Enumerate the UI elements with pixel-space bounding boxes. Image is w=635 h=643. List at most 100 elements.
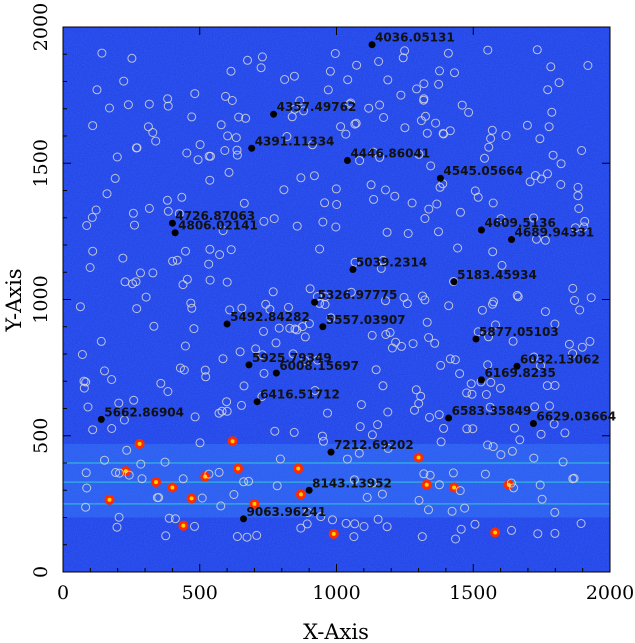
detection-circle — [190, 521, 199, 531]
detection-circle — [226, 66, 236, 76]
line-dot — [245, 361, 253, 369]
detection-circle — [222, 277, 232, 287]
detection-circle — [457, 100, 467, 110]
detection-circle — [256, 63, 266, 73]
detection-circle — [162, 195, 172, 205]
detection-circle — [350, 519, 360, 529]
line-dot — [327, 448, 335, 456]
x-tick-label: 1500 — [449, 582, 497, 604]
detection-circle — [550, 319, 560, 329]
detection-circle — [197, 493, 207, 503]
detection-circle — [355, 156, 365, 166]
detection-circle — [530, 171, 540, 180]
line-label: 4036.05131 — [375, 31, 455, 45]
detection-circle — [400, 123, 410, 133]
detection-circle — [131, 143, 141, 153]
detection-circle — [477, 305, 487, 315]
line-dot — [97, 415, 105, 423]
line-dot — [272, 369, 280, 377]
detection-circle — [204, 259, 214, 269]
detection-circle — [381, 330, 391, 339]
detection-circle — [486, 134, 496, 143]
detection-circle — [156, 378, 166, 388]
detection-circle — [186, 298, 196, 308]
detection-circle — [222, 406, 232, 416]
detection-circle — [556, 180, 566, 189]
detection-circle — [515, 435, 525, 445]
detection-circle — [129, 395, 139, 405]
detection-circle — [214, 408, 224, 418]
detection-circle — [187, 112, 197, 122]
detection-circle — [239, 381, 249, 391]
line-label: 6169.8235 — [484, 366, 555, 380]
detection-circle — [359, 522, 369, 531]
detection-circle — [288, 349, 298, 359]
detection-circle — [163, 206, 173, 216]
detection-circle — [88, 121, 98, 131]
line-label: 6032.13062 — [520, 352, 600, 366]
detection-circle — [543, 169, 552, 179]
detection-circle — [484, 142, 494, 152]
detection-circle — [226, 245, 236, 255]
detection-circle — [464, 107, 474, 117]
detection-circle — [364, 103, 374, 113]
detection-circle — [292, 221, 302, 231]
detection-circle — [462, 424, 472, 434]
line-label: 4545.05664 — [443, 164, 523, 178]
detection-circle — [414, 495, 424, 505]
detection-circle — [352, 60, 362, 70]
detection-circle — [550, 507, 560, 517]
detection-circle — [313, 355, 322, 365]
detection-circle — [201, 372, 211, 382]
detection-circle — [467, 389, 477, 399]
line-label: 4806.02141 — [178, 219, 258, 233]
detection-circle — [450, 355, 460, 365]
detection-circle — [580, 216, 590, 226]
detection-circle — [506, 478, 516, 488]
detection-circle — [350, 257, 360, 267]
detection-circle — [529, 453, 539, 463]
hot-spot-core — [137, 441, 142, 446]
detection-circle — [143, 122, 153, 132]
detection-circle — [378, 255, 388, 265]
detection-circle — [483, 360, 493, 370]
detection-circle — [445, 354, 455, 364]
detection-circle — [144, 203, 154, 213]
detection-circle — [546, 62, 556, 72]
detection-circle — [331, 222, 341, 232]
line-dot — [472, 335, 480, 343]
detection-circle — [398, 53, 408, 63]
detection-circle — [241, 113, 251, 123]
detection-circle — [414, 399, 424, 408]
detection-circle — [373, 420, 383, 430]
line-label: 5662.86904 — [104, 405, 184, 419]
detection-circle — [214, 467, 224, 477]
detection-circle — [411, 385, 421, 395]
line-dot — [349, 266, 357, 274]
detection-circle — [436, 360, 446, 370]
detection-circle — [265, 304, 275, 314]
detection-circle — [367, 430, 377, 440]
line-label: 4446.86041 — [350, 147, 430, 161]
x-tick-label: 500 — [182, 582, 218, 604]
hot-spot-core — [424, 482, 429, 487]
detection-circle — [96, 336, 106, 346]
detection-circle — [119, 415, 129, 425]
hot-spot-core — [416, 455, 421, 460]
detection-circle — [480, 153, 489, 163]
detection-circle — [164, 513, 174, 523]
detection-circle — [420, 214, 430, 223]
detection-circle — [148, 268, 158, 278]
detection-circle — [160, 457, 170, 467]
detection-circle — [444, 301, 454, 311]
detection-circle — [371, 365, 381, 375]
detection-circle — [284, 302, 293, 312]
detection-circle — [447, 506, 457, 516]
detection-circle — [163, 101, 173, 111]
detection-circle — [163, 387, 173, 396]
detection-circle — [375, 100, 385, 110]
line-dot — [240, 515, 248, 523]
detection-circle — [216, 501, 226, 511]
detection-circle — [137, 474, 147, 484]
line-dot — [305, 486, 313, 494]
